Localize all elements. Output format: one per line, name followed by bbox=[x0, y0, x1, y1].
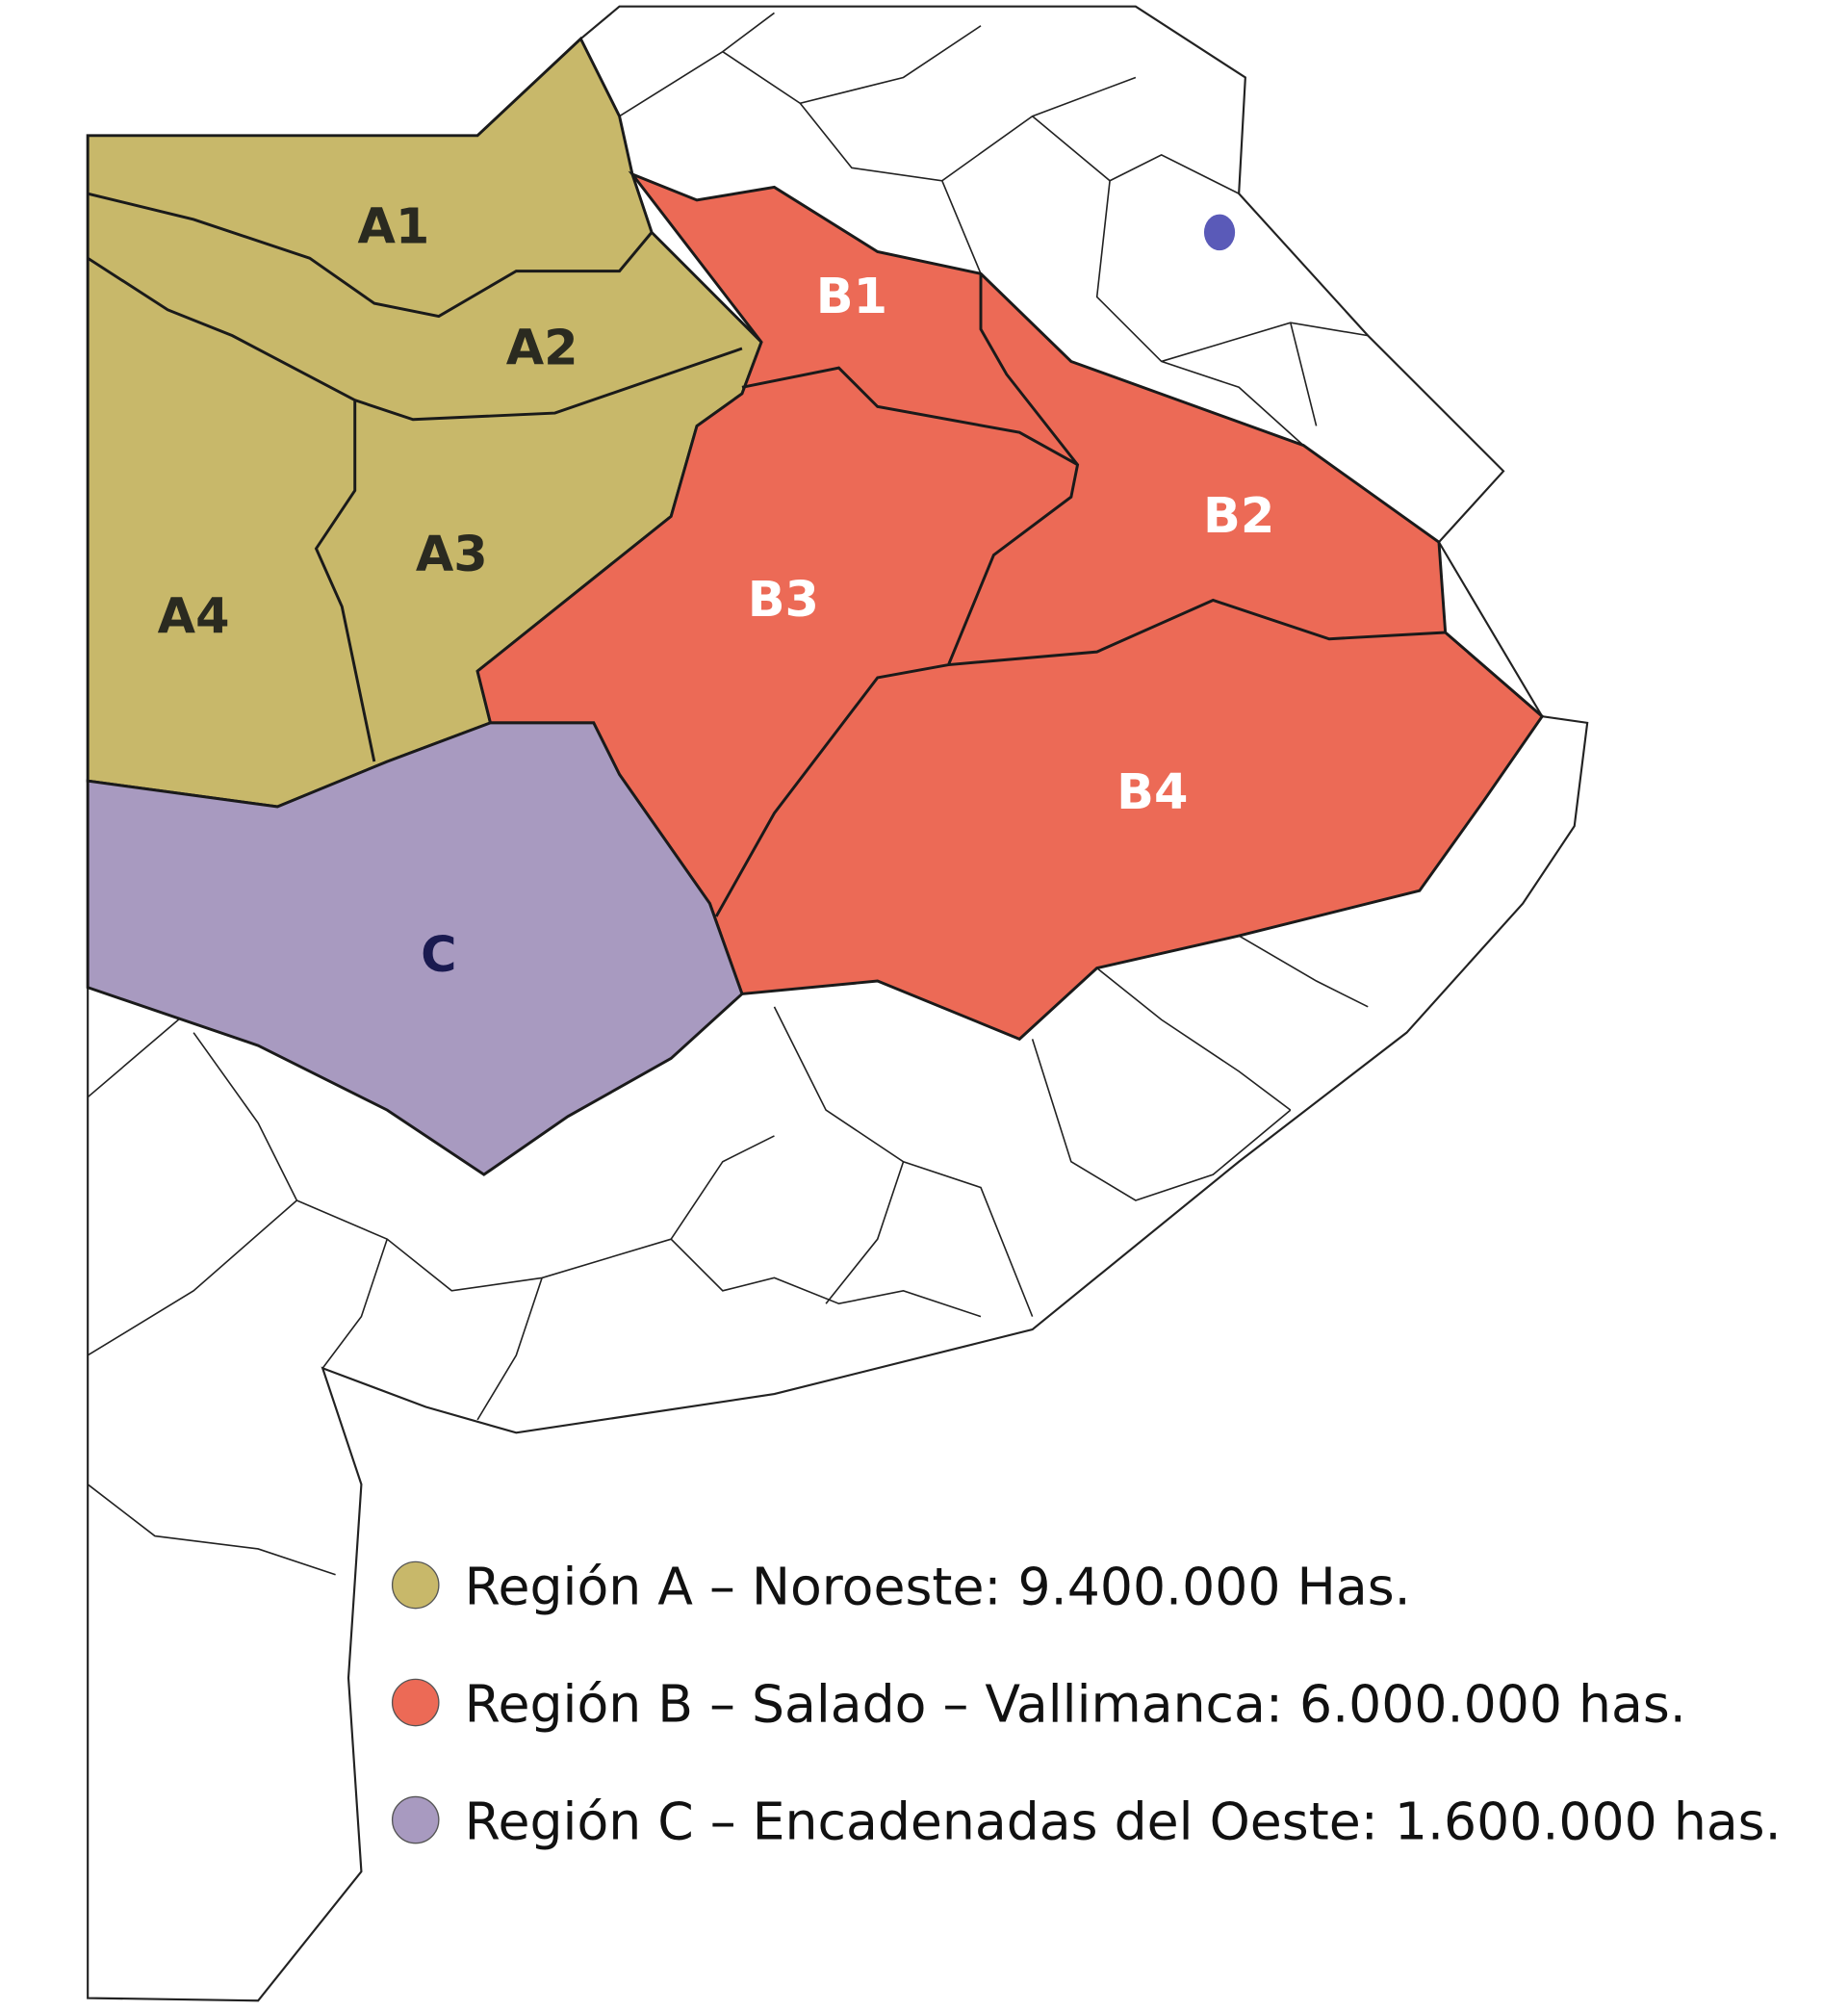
region-label: C bbox=[421, 927, 456, 984]
legend-text: Región C – Encadenadas del Oeste: 1.600.… bbox=[465, 1792, 1782, 1852]
subregion-borders bbox=[87, 192, 1446, 917]
legend-swatch bbox=[391, 1560, 440, 1610]
department-lines bbox=[87, 12, 1369, 1576]
legend-swatch bbox=[391, 1678, 440, 1727]
legend-text: Región A – Noroeste: 9.400.000 Has. bbox=[465, 1557, 1411, 1617]
region-b bbox=[475, 170, 1545, 1042]
region-label: B3 bbox=[748, 572, 819, 629]
region-label: A4 bbox=[158, 589, 230, 646]
region-label: B1 bbox=[816, 269, 887, 325]
region-label: B4 bbox=[1116, 764, 1188, 821]
region-label: A2 bbox=[506, 321, 578, 377]
legend: Región A – Noroeste: 9.400.000 Has. Regió… bbox=[391, 1557, 1782, 1852]
legend-swatch bbox=[391, 1795, 440, 1844]
region-labels: A1 A2 A3 A4 B1 B2 B3 B4 C bbox=[158, 199, 1275, 984]
region-label: A3 bbox=[416, 527, 488, 583]
region-label: A1 bbox=[358, 199, 430, 256]
city-marker bbox=[1203, 214, 1236, 251]
legend-text: Región B – Salado – Vallimanca: 6.000.00… bbox=[465, 1674, 1686, 1735]
region-c bbox=[86, 721, 744, 1176]
region-label: B2 bbox=[1203, 488, 1274, 545]
